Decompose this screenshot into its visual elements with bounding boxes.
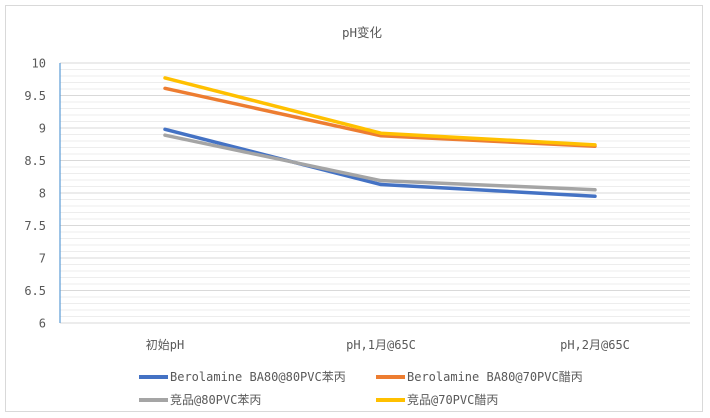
x-tick-label: pH,2月@65C bbox=[560, 338, 630, 352]
legend: Berolamine BA80@80PVC苯丙 Berolamine BA80@… bbox=[139, 369, 583, 407]
y-tick-label: 9.5 bbox=[24, 89, 46, 103]
series-layer bbox=[163, 76, 597, 198]
y-tick-label: 9 bbox=[39, 122, 46, 136]
series-line-1 bbox=[163, 127, 597, 198]
chart-frame bbox=[5, 5, 703, 412]
legend-label-3: 竞品@80PVC苯丙 bbox=[170, 393, 261, 407]
chart-title: pH变化 bbox=[342, 25, 383, 40]
y-tick-label: 6 bbox=[39, 317, 46, 331]
legend-label-4: 竞品@70PVC醋丙 bbox=[407, 392, 498, 407]
y-tick-label: 10 bbox=[32, 57, 46, 71]
x-tick-label: pH,1月@65C bbox=[346, 338, 416, 352]
y-tick-label: 7 bbox=[39, 252, 46, 266]
series-line-2 bbox=[163, 86, 597, 148]
x-tick-labels: 初始pH pH,1月@65C pH,2月@65C bbox=[146, 338, 630, 352]
y-tick-label: 6.5 bbox=[24, 284, 46, 298]
y-tick-label: 7.5 bbox=[24, 219, 46, 233]
y-tick-labels: 10 9.5 9 8.5 8 7.5 7 6.5 6 bbox=[24, 57, 46, 331]
grid-layer bbox=[60, 62, 690, 324]
y-tick-label: 8 bbox=[39, 187, 46, 201]
legend-label-2: Berolamine BA80@70PVC醋丙 bbox=[407, 369, 583, 384]
y-tick-label: 8.5 bbox=[24, 154, 46, 168]
x-tick-label: 初始pH bbox=[146, 338, 184, 352]
series-line-4 bbox=[163, 76, 597, 147]
legend-label-1: Berolamine BA80@80PVC苯丙 bbox=[170, 370, 346, 384]
series-line-3 bbox=[163, 133, 597, 192]
